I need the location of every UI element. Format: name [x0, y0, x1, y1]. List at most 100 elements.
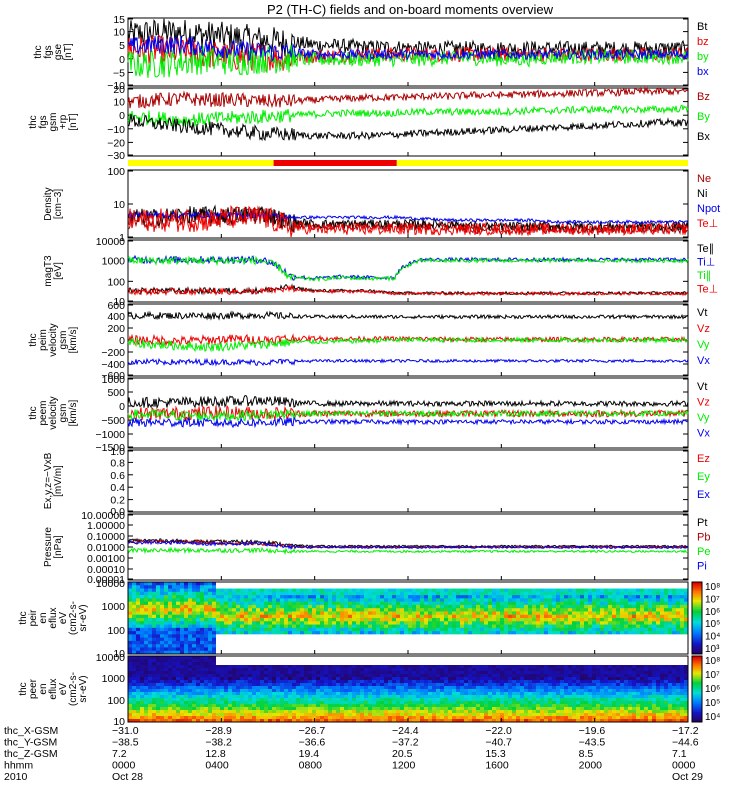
spectrogram-cell — [276, 677, 281, 681]
spectrogram-cell — [544, 611, 549, 616]
spectrogram-cell — [264, 683, 269, 687]
spectrogram-cell — [232, 680, 237, 684]
spectrogram-cell — [424, 650, 429, 655]
spectrogram-cell — [196, 668, 201, 672]
spectrogram-cell — [228, 611, 233, 616]
spectrogram-cell — [276, 659, 281, 663]
spectrogram-cell — [552, 647, 557, 652]
spectrogram-cell — [352, 647, 357, 652]
spectrogram-cell — [436, 624, 441, 629]
spectrogram-cell — [484, 631, 489, 635]
spectrogram-cell — [556, 595, 561, 599]
spectrogram-cell — [540, 585, 545, 589]
spectrogram-cell — [644, 644, 649, 648]
spectrogram-cell — [252, 647, 257, 652]
spectrogram-cell — [224, 698, 229, 702]
spectrogram-cell — [280, 640, 285, 645]
spectrogram-cell — [340, 647, 345, 652]
spectrogram-cell — [256, 677, 261, 681]
spectrogram-cell — [240, 637, 245, 642]
spectrogram-cell — [568, 618, 573, 622]
spectrogram-cell — [484, 588, 489, 593]
spectrogram-cell — [676, 650, 681, 655]
spectrogram-cell — [516, 640, 521, 645]
spectrogram-cell — [356, 707, 361, 711]
spectrogram-cell — [264, 707, 269, 711]
spectrogram-cell — [628, 631, 633, 635]
spectrogram-cell — [252, 608, 257, 612]
spectrogram-cell — [376, 704, 381, 708]
spectrogram-cell — [240, 692, 245, 696]
spectrogram-cell — [428, 640, 433, 645]
spectrogram-cell — [288, 608, 293, 612]
spectrogram-cell — [564, 588, 569, 593]
spectrogram-cell — [676, 601, 681, 606]
spectrogram-cell — [432, 640, 437, 645]
spectrogram-cell — [144, 601, 149, 606]
spectrogram-cell — [192, 710, 197, 714]
spectrogram-cell — [152, 614, 157, 619]
spectrogram-cell — [348, 640, 353, 645]
spectrogram-cell — [476, 588, 481, 593]
spectrogram-cell — [384, 608, 389, 612]
spectrogram-cell — [156, 716, 161, 720]
spectrogram-cell — [140, 647, 145, 652]
spectrogram-cell — [172, 644, 177, 648]
spectrogram-cell — [244, 713, 249, 717]
spectrogram-cell — [504, 627, 509, 632]
spectrogram-cell — [236, 640, 241, 645]
spectrogram-cell — [240, 598, 245, 603]
spectrogram-cell — [668, 621, 673, 625]
spectrogram-cell — [308, 604, 313, 609]
spectrogram-cell — [604, 585, 609, 589]
spectrogram-cell — [144, 695, 149, 699]
spectrogram-cell — [136, 624, 141, 629]
spectrogram-cell — [648, 591, 653, 596]
spectrogram-cell — [348, 608, 353, 612]
spectrogram-cell — [384, 698, 389, 702]
spectrogram-cell — [596, 591, 601, 596]
spectrogram-cell — [444, 637, 449, 642]
spectrogram-cell — [232, 650, 237, 655]
spectrogram-cell — [424, 595, 429, 599]
spectrogram-cell — [368, 698, 373, 702]
spectrogram-cell — [368, 618, 373, 622]
spectrogram-cell — [392, 618, 397, 622]
spectrogram-cell — [144, 608, 149, 612]
spectrogram-cell — [172, 624, 177, 629]
spectrogram-cell — [568, 611, 573, 616]
spectrogram-cell — [396, 719, 401, 723]
spectrogram-cell — [284, 634, 289, 639]
spectrogram-cell — [216, 588, 221, 593]
spectrogram-cell — [392, 671, 397, 675]
spectrogram-cell — [288, 662, 293, 666]
spectrogram-cell — [544, 618, 549, 622]
spectrogram-cell — [324, 656, 329, 660]
spectrogram-cell — [508, 595, 513, 599]
spectrogram-cell — [412, 713, 417, 717]
spectrogram-cell — [336, 692, 341, 696]
ytick-label: 200 — [107, 323, 125, 335]
spectrogram-cell — [136, 689, 141, 693]
spectrogram-cell — [352, 631, 357, 635]
spectrogram-cell — [412, 701, 417, 705]
spectrogram-cell — [236, 618, 241, 622]
spectrogram-cell — [344, 716, 349, 720]
spectrogram-cell — [368, 608, 373, 612]
spectrogram-cell — [408, 707, 413, 711]
spectrogram-cell — [248, 674, 253, 678]
spectrogram-cell — [664, 634, 669, 639]
spectrogram-cell — [384, 665, 389, 669]
spectrogram-cell — [224, 671, 229, 675]
spectrogram-cell — [284, 588, 289, 593]
spectrogram-cell — [544, 621, 549, 625]
spectrogram-cell — [648, 627, 653, 632]
spectrogram-cell — [456, 614, 461, 619]
spectrogram-cell — [592, 614, 597, 619]
spectrogram-cell — [212, 582, 217, 586]
series-Ti∥ — [127, 255, 689, 283]
spectrogram-cell — [576, 618, 581, 622]
spectrogram-cell — [216, 671, 221, 675]
spectrogram-cell — [512, 618, 517, 622]
